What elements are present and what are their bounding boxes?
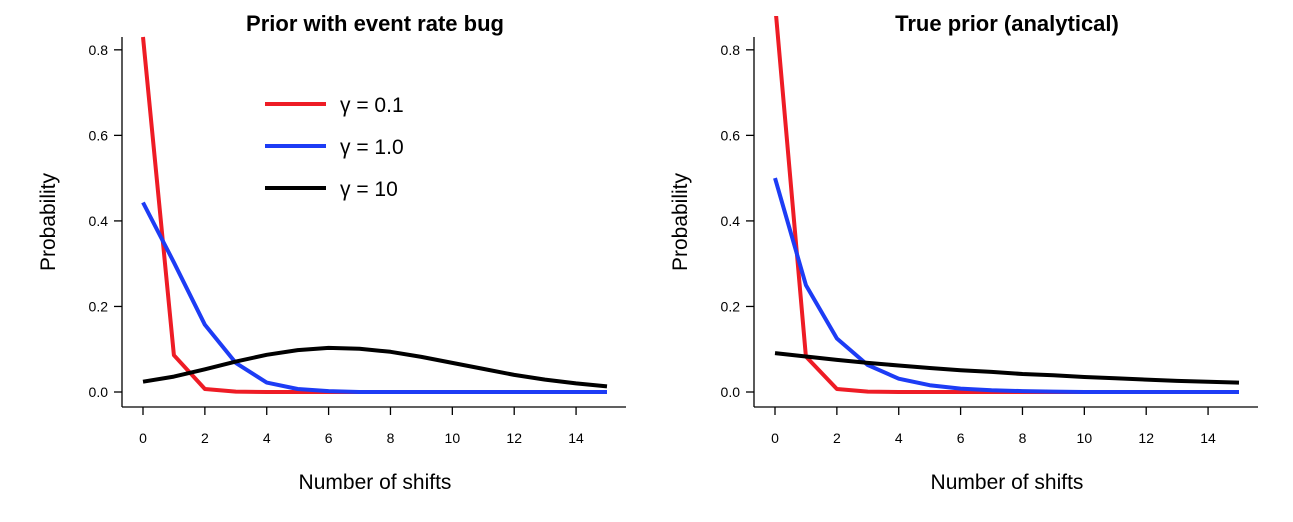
x-tick-label: 2 — [201, 430, 209, 446]
legend: γ = 0.1 γ = 1.0 γ = 10 — [265, 94, 404, 201]
legend-label: γ = 1.0 — [340, 136, 404, 159]
y-tick-label: 0.0 — [721, 384, 741, 400]
x-tick-label: 12 — [1138, 430, 1154, 446]
x-tick-label: 8 — [1019, 430, 1027, 446]
y-tick-label: 0.8 — [721, 42, 741, 58]
y-tick-label: 0.0 — [89, 384, 109, 400]
legend-label: γ = 10 — [340, 178, 398, 201]
y-tick-label: 0.4 — [89, 213, 109, 229]
x-tick-label: 12 — [506, 430, 522, 446]
x-axis-label: Number of shifts — [299, 471, 452, 494]
series-line-1 — [774, 16, 1239, 394]
y-tick-label: 0.8 — [89, 42, 109, 58]
series-lines — [773, 16, 1240, 394]
x-tick-label: 10 — [445, 430, 461, 446]
y-axis-label: Probability — [37, 172, 60, 271]
x-tick-label: 4 — [263, 430, 271, 446]
x-tick-label: 0 — [139, 430, 147, 446]
x-tick-label: 6 — [957, 430, 965, 446]
chart-panel-true-prior: True prior (analytical) 0 2 4 6 8 10 12 14 0.0 0.… — [669, 11, 1258, 494]
y-axis-label: Probability — [669, 172, 692, 271]
series-line-3 — [774, 351, 1240, 385]
y-tick-label: 0.6 — [721, 127, 741, 143]
x-tick-label: 4 — [895, 430, 903, 446]
x-axis-label: Number of shifts — [931, 471, 1084, 494]
y-tick-label: 0.6 — [89, 127, 109, 143]
ticks: 0 2 4 6 8 10 12 14 0.0 0.2 0.4 0.6 0.8 — [89, 42, 585, 446]
x-tick-label: 8 — [387, 430, 395, 446]
chart-title: Prior with event rate bug — [246, 11, 504, 36]
series-line-2 — [773, 177, 1239, 394]
chart-panel-prior-with-bug: Prior with event rate bug 0 2 4 6 8 10 12 14 0.0… — [37, 11, 626, 494]
x-tick-label: 14 — [568, 430, 584, 446]
y-tick-label: 0.4 — [721, 213, 741, 229]
series-lines — [141, 36, 608, 394]
y-tick-label: 0.2 — [89, 298, 109, 314]
chart-title: True prior (analytical) — [895, 11, 1119, 36]
ticks: 0 2 4 6 8 10 12 14 0.0 0.2 0.4 0.6 0.8 — [721, 42, 1217, 446]
y-tick-label: 0.2 — [721, 298, 741, 314]
x-tick-label: 2 — [833, 430, 841, 446]
series-line-2 — [141, 201, 607, 394]
series-line-3 — [142, 345, 608, 389]
x-tick-label: 10 — [1077, 430, 1093, 446]
x-tick-label: 14 — [1200, 430, 1216, 446]
legend-label: γ = 0.1 — [340, 94, 404, 117]
series-line-1 — [141, 36, 607, 394]
x-tick-label: 0 — [771, 430, 779, 446]
x-tick-label: 6 — [325, 430, 333, 446]
